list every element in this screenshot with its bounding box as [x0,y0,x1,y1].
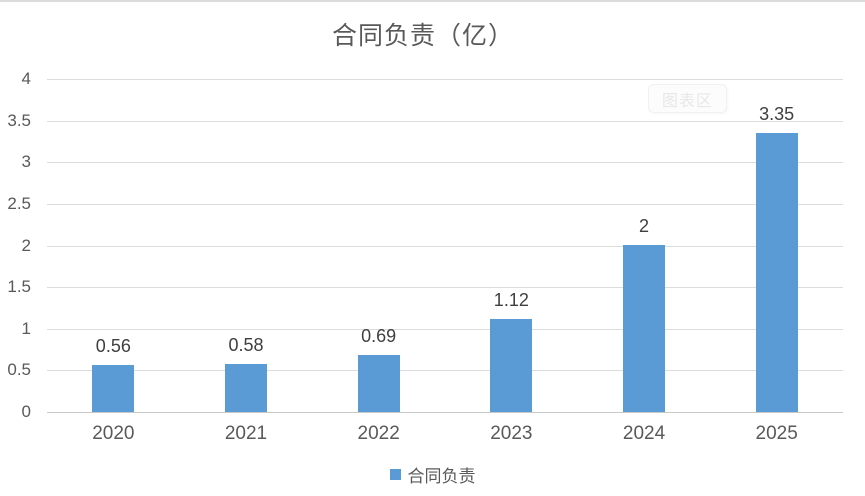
y-tick-label: 1 [21,318,31,338]
chart-title[interactable]: 合同负责（亿） [331,22,514,50]
x-axis[interactable]: 2020 2021 2022 2023 2024 2025 [47,423,843,445]
y-tick-label: 2 [21,235,31,255]
bar-2020[interactable] [92,365,135,412]
x-tick-label-2021: 2021 [224,423,268,444]
data-label-2022: 0.69 [361,326,397,346]
data-label-2024: 2 [638,216,650,236]
y-tick-label: 4 [21,69,31,88]
y-tick-label: 0.5 [7,360,31,380]
bar-2023[interactable] [490,319,533,412]
data-label-2023: 1.12 [493,290,529,310]
legend-marker-icon [389,468,401,480]
x-tick-label-2020: 2020 [92,423,135,444]
x-tick-label-2023: 2023 [490,423,533,444]
gridline [47,328,843,330]
y-tick-label: 1.5 [7,277,31,297]
x-tick-label-2024: 2024 [622,423,666,444]
y-tick-label: 3 [21,152,31,172]
bar-2022[interactable] [357,355,400,412]
y-tick-label: 2.5 [7,193,31,213]
gridline [47,370,843,372]
y-tick-label: 3.5 [7,110,31,130]
y-tick-label: 0 [21,402,31,421]
legend[interactable]: 合同负责 [0,465,865,486]
gridline [47,203,843,205]
bar-2024[interactable] [623,245,665,412]
gridline [47,287,843,289]
chart-area-tooltip: 图表区 [648,84,727,113]
data-label-2021: 0.58 [228,335,264,355]
legend-label: 合同负责 [407,466,476,486]
plot-area[interactable]: 0.56 0.58 0.69 1.12 2 3.35 [47,79,843,413]
gridline [47,120,843,122]
data-label-2020: 0.56 [95,336,131,356]
gridline [47,245,843,247]
bar-2025[interactable] [755,133,798,412]
top-border-line [0,0,865,2]
gridline [47,162,843,164]
axis-baseline [47,412,843,413]
x-tick-label-2025: 2025 [755,423,798,444]
bar-2021[interactable] [225,364,267,412]
data-label-2025: 3.35 [759,104,795,124]
y-axis[interactable]: 4 3.5 3 2.5 2 1.5 1 0.5 0 [0,69,31,421]
x-tick-label-2022: 2022 [357,423,400,444]
gridline [47,79,843,80]
